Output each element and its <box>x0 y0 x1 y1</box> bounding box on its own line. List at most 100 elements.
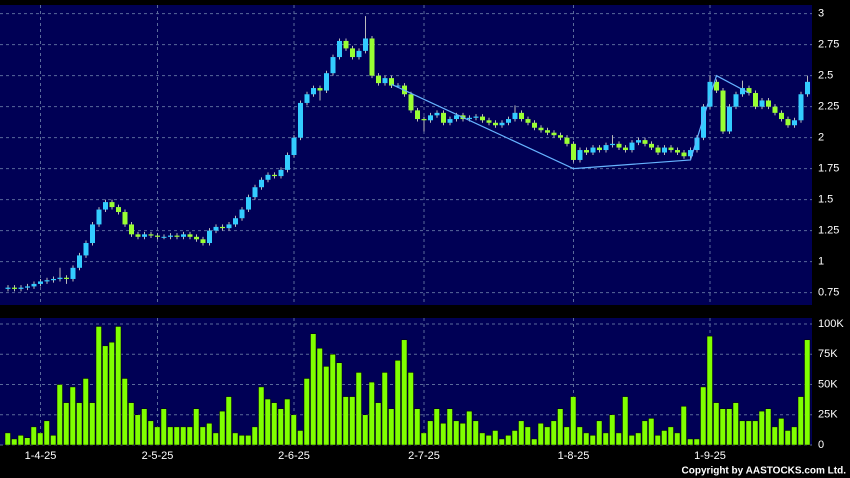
volume-bar <box>24 437 31 446</box>
y-tick-label: 3 <box>818 8 824 20</box>
volume-bar <box>167 426 174 446</box>
volume-bar <box>713 402 720 446</box>
candle-body <box>720 90 726 132</box>
volume-bar <box>778 418 785 446</box>
volume-bar <box>329 354 336 446</box>
candle-body <box>369 38 375 76</box>
candle-body <box>688 150 693 157</box>
volume-bar <box>784 430 791 446</box>
candle-body <box>51 278 56 281</box>
volume-bar <box>609 414 616 446</box>
volume-bar <box>511 430 518 446</box>
candle-body <box>135 234 141 237</box>
candle-body <box>291 137 297 155</box>
candle-body <box>759 100 765 107</box>
volume-bar <box>667 426 674 446</box>
candle-body <box>220 226 225 229</box>
candle-body <box>129 224 134 235</box>
volume-bar <box>394 360 401 446</box>
x-tick-label: 1-4-25 <box>25 450 57 462</box>
volume-bar <box>271 402 278 446</box>
volume-bar <box>557 408 564 446</box>
candle-body <box>12 287 17 289</box>
candle-body <box>525 119 531 123</box>
volume-bar <box>264 398 271 446</box>
candle-body <box>441 112 446 123</box>
candle-body <box>77 255 82 268</box>
volume-bar <box>732 402 739 446</box>
candle-body <box>168 235 173 237</box>
candle-body <box>779 112 784 120</box>
candle-body <box>727 106 732 132</box>
candle-body <box>317 88 323 91</box>
volume-bar <box>758 410 765 446</box>
candle-body <box>246 197 251 210</box>
candle-body <box>538 127 544 131</box>
candle-body <box>155 235 160 237</box>
volume-bar <box>368 381 375 446</box>
candle-body <box>766 100 771 107</box>
volume-bar <box>407 372 414 446</box>
volume-bar <box>121 378 128 446</box>
volume-bar <box>381 372 388 446</box>
volume-bar <box>4 432 11 446</box>
candle-body <box>636 140 641 143</box>
volume-bar <box>225 396 232 446</box>
y-tick-label: 2.5 <box>818 70 833 82</box>
candle-body <box>714 81 719 91</box>
candle-body <box>597 147 602 151</box>
volume-bar <box>433 408 440 446</box>
candle-body <box>649 143 654 148</box>
x-tick-label: 1-8-25 <box>558 450 590 462</box>
candle-body <box>181 234 186 237</box>
candle-body <box>57 277 63 279</box>
candle-body <box>207 230 212 244</box>
y-tick-label: 0.75 <box>818 287 839 299</box>
volume-bar <box>342 396 349 446</box>
volume-bar <box>622 396 629 446</box>
volume-bar <box>349 396 356 446</box>
candle-body <box>707 81 713 107</box>
volume-bar <box>251 426 258 446</box>
candle-body <box>239 209 245 219</box>
candle-body <box>480 116 485 121</box>
volume-bar <box>362 414 369 446</box>
volume-bar <box>277 408 284 446</box>
volume-bar <box>89 402 96 446</box>
volume-bar <box>323 366 330 446</box>
volume-bar <box>141 408 148 446</box>
volume-bar <box>414 408 421 446</box>
x-tick-label: 2-5-25 <box>142 450 174 462</box>
candle-body <box>350 48 355 58</box>
candle-body <box>623 147 628 151</box>
candle-body <box>278 169 284 177</box>
candle-body <box>31 283 37 287</box>
volume-bar <box>180 426 187 446</box>
candle-body <box>90 224 95 244</box>
candle-body <box>512 112 518 120</box>
candle-body <box>467 117 472 120</box>
volume-bar <box>11 438 18 446</box>
y-tick-label: 2 <box>818 132 824 144</box>
volume-bar <box>290 414 297 446</box>
candle-body <box>642 140 648 144</box>
candle-body <box>668 147 674 151</box>
volume-bar <box>752 420 759 446</box>
candle-body <box>551 132 557 136</box>
y-tick-label: 1.75 <box>818 163 839 175</box>
volume-bar <box>693 438 700 446</box>
candle-body <box>83 243 89 256</box>
volume-tick-label: 50K <box>818 378 838 390</box>
volume-bar <box>199 426 206 446</box>
volume-bar <box>427 420 434 446</box>
candle-body <box>610 143 615 146</box>
volume-bar <box>186 426 193 446</box>
candle-body <box>558 135 563 138</box>
volume-bar <box>115 326 122 446</box>
volume-bar <box>446 408 453 446</box>
volume-bar <box>453 420 460 446</box>
candle-body <box>187 234 193 237</box>
y-tick-label: 2.25 <box>818 101 839 113</box>
volume-bar <box>238 435 245 446</box>
candle-body <box>259 179 264 188</box>
